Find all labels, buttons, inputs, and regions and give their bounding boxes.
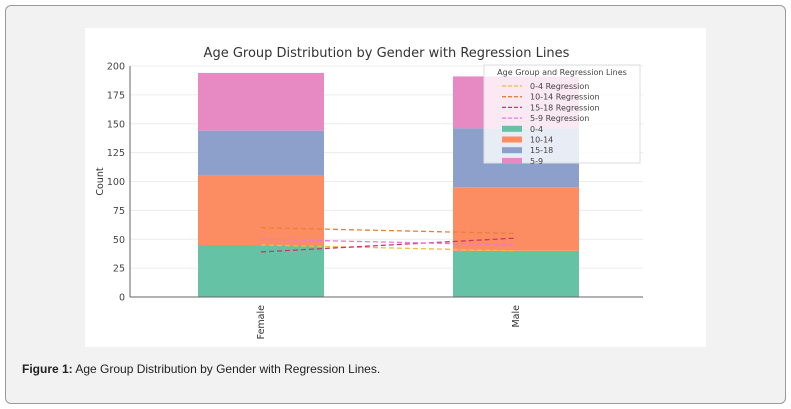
figure-caption: Figure 1: Age Group Distribution by Gend…: [22, 362, 380, 376]
bar-segment: [198, 175, 324, 246]
y-axis-label: Count: [95, 167, 106, 195]
legend-label: 10-14: [530, 136, 553, 145]
bar-segment: [198, 245, 324, 297]
legend-label: 5-9: [530, 157, 543, 166]
y-tick-label: 25: [113, 264, 125, 275]
figure-image: Age Group Distribution by Gender with Re…: [85, 28, 706, 347]
legend-label: 5-9 Regression: [530, 114, 589, 123]
legend-label: 15-18 Regression: [530, 103, 600, 112]
y-tick-label: 100: [107, 177, 125, 188]
legend-box: [483, 64, 641, 164]
legend-label: 0-4 Regression: [530, 82, 589, 91]
regression-line: [260, 238, 517, 246]
bar-segment: [453, 250, 579, 297]
x-tick-label: Male: [511, 305, 522, 328]
legend-color-swatch: [502, 125, 522, 132]
y-tick-label: 150: [107, 119, 125, 130]
regression-line: [260, 227, 517, 235]
legend-color-swatch: [502, 136, 522, 143]
chart-title: Age Group Distribution by Gender with Re…: [204, 46, 570, 61]
y-tick-label: 175: [107, 90, 125, 101]
regression-line: [260, 237, 517, 253]
regression-line: [260, 244, 517, 252]
legend-title: Age Group and Regression Lines: [497, 68, 627, 77]
bar-segment: [198, 130, 324, 176]
bar-segment: [198, 72, 324, 131]
y-tick-label: 75: [113, 206, 125, 217]
legend-color-swatch: [502, 157, 522, 164]
bar-segment: [453, 187, 579, 251]
stacked-bar-chart: Age Group Distribution by Gender with Re…: [95, 46, 643, 340]
legend-label: 10-14 Regression: [530, 93, 600, 102]
y-tick-label: 200: [107, 62, 125, 73]
legend-label: 15-18: [530, 146, 553, 155]
legend-color-swatch: [502, 147, 522, 154]
legend-label: 0-4: [530, 125, 543, 134]
y-tick-label: 50: [113, 235, 125, 246]
y-tick-label: 125: [107, 148, 125, 159]
y-tick-label: 0: [119, 293, 125, 304]
caption-label: Figure 1:: [22, 362, 73, 376]
caption-text: Age Group Distribution by Gender with Re…: [72, 362, 381, 376]
x-tick-label: Female: [256, 305, 267, 340]
